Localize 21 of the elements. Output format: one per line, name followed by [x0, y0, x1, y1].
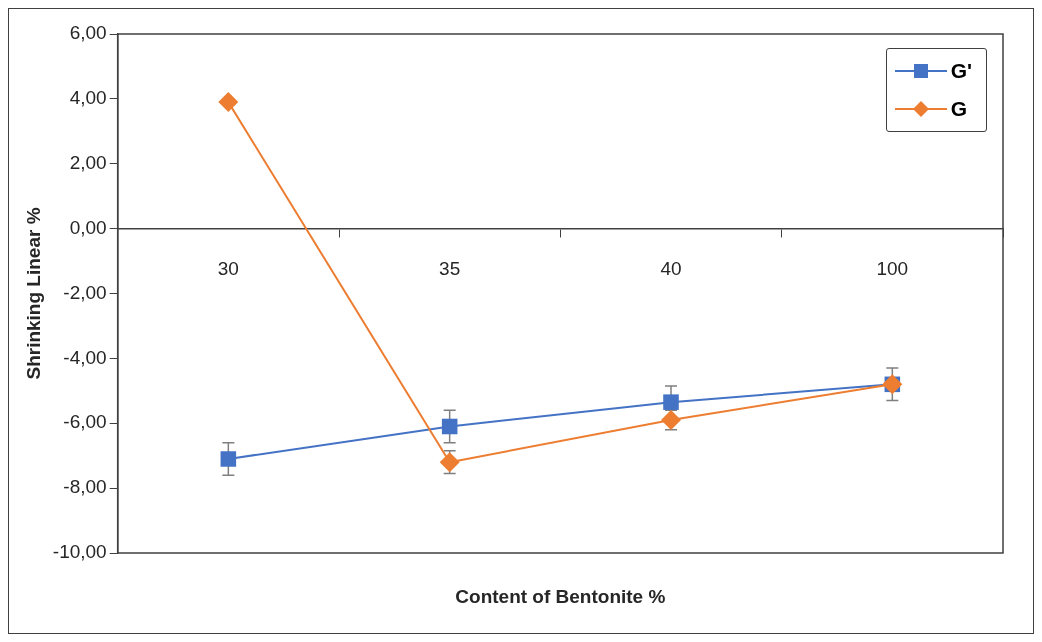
y-tick-label: -8,00 — [63, 476, 107, 498]
x-tick-label: 40 — [660, 258, 682, 280]
legend-label: G — [950, 97, 968, 121]
y-tick-label: -10,00 — [52, 541, 107, 563]
x-tick-label: 30 — [217, 258, 239, 280]
y-tick-label: 0,00 — [69, 216, 107, 238]
point — [218, 92, 239, 113]
y-tick-label: -6,00 — [63, 411, 107, 433]
y-tick-label: -4,00 — [63, 346, 107, 368]
y-tick-label: -2,00 — [63, 281, 107, 303]
y-axis-title: Shrinking Linear % — [22, 207, 44, 380]
x-axis-title: Content of Bentonite % — [455, 586, 666, 608]
point — [441, 418, 458, 435]
point — [663, 394, 679, 410]
y-tick-label: 4,00 — [69, 87, 107, 109]
y-tick-label: 6,00 — [69, 22, 107, 44]
y-tick-label: 2,00 — [69, 151, 107, 173]
x-tick-label: 100 — [876, 258, 909, 280]
x-tick-label: 35 — [439, 258, 461, 280]
point — [220, 451, 237, 467]
legend-label: G' — [950, 59, 972, 83]
